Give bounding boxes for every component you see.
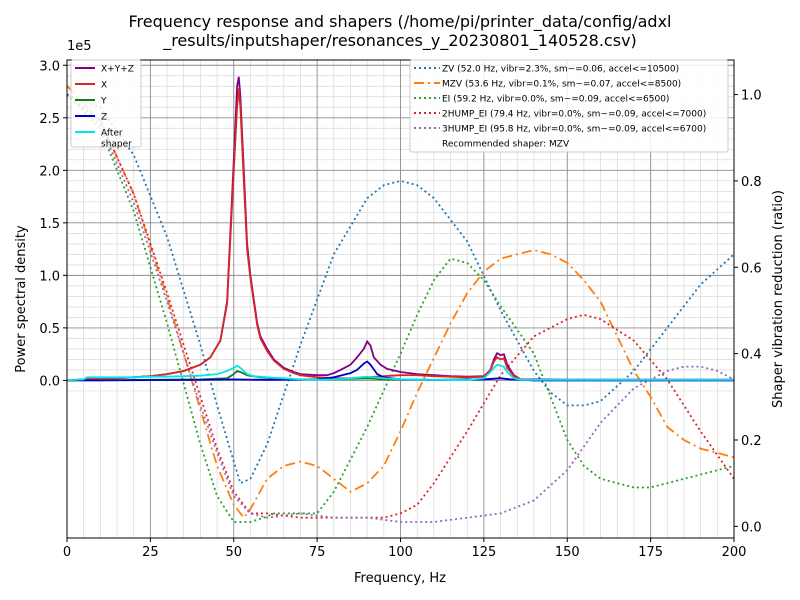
legend-right: ZV (52.0 Hz, vibr=2.3%, sm~=0.06, accel<… (409, 59, 729, 153)
x-axis-label: Frequency, Hz (354, 571, 446, 586)
x-tick-label: 200 (722, 545, 747, 560)
legend-right-box (409, 59, 729, 153)
axes-layer: 0 25 50 75 100 125 150 175 200 0.0 0.5 1.0 1.5 2.0 2.5… (39, 59, 761, 560)
y-left-tick-label: 2.0 (39, 164, 60, 179)
legend-right-label-2: EI (59.2 Hz, vibr=0.0%, sm~=0.09, accel<… (442, 95, 669, 105)
y-axis-label-left: Power spectral density (14, 225, 29, 373)
legend-left-box (70, 59, 142, 148)
y-left-tick-label: 1.5 (39, 217, 60, 232)
y-right-tick-label: 0.4 (741, 348, 762, 363)
x-tick-label: 100 (388, 545, 413, 560)
x-tick-label: 175 (638, 545, 663, 560)
legend-left-label-0: X+Y+Z (101, 65, 134, 75)
y-left-tick-label: 0.5 (39, 322, 60, 337)
x-tick-label: 125 (471, 545, 496, 560)
y-left-tick-label: 3.0 (39, 59, 60, 74)
x-tick-label: 150 (555, 545, 580, 560)
psd-line-3 (67, 360, 734, 382)
psd-line-4 (66, 363, 734, 382)
x-tick-label: 75 (309, 545, 326, 560)
y-left-tick-label: 1.0 (39, 269, 60, 284)
y-left-tick-label: 2.5 (39, 112, 60, 127)
shaper-line-3 (66, 93, 735, 519)
x-tick-label: 50 (225, 545, 242, 560)
chart-title-line2: _results/inputshaper/resonances_y_202308… (162, 31, 637, 51)
legend-left-label-4: After (101, 129, 123, 139)
legend-right-label-4: 3HUMP_EI (95.8 Hz, vibr=0.0%, sm~=0.09, … (442, 125, 706, 135)
legend-right-label-0: ZV (52.0 Hz, vibr=2.3%, sm~=0.06, accel<… (442, 65, 679, 75)
psd-curves (66, 76, 734, 382)
shaper-line-4 (66, 93, 735, 523)
legend-left-label-3: Z (101, 113, 107, 123)
x-tick-label: 25 (142, 545, 159, 560)
y-axis-label-right: Shaper vibration reduction (ratio) (771, 190, 786, 408)
legend-right-label-1: MZV (53.6 Hz, vibr=0.1%, sm~=0.07, accel… (442, 80, 681, 90)
legend-right-label-3: 2HUMP_EI (79.4 Hz, vibr=0.0%, sm~=0.09, … (442, 110, 706, 120)
x-tick-label: 0 (63, 545, 71, 560)
y-right-tick-label: 0.0 (741, 520, 762, 535)
legend-left-label-4: shaper (101, 140, 132, 150)
psd-line-1 (66, 88, 734, 382)
y-right-tick-label: 0.2 (741, 434, 762, 449)
left-scale-label: 1e5 (67, 39, 92, 54)
legend-left-label-2: Y (100, 97, 107, 107)
legend-left-label-1: X (101, 81, 107, 91)
plot-frame (66, 59, 735, 539)
y-left-tick-label: 0.0 (39, 374, 60, 389)
y-right-tick-label: 1.0 (741, 89, 762, 104)
recommended-shaper-text: Recommended shaper: MZV (442, 140, 570, 150)
chart-title-line1: Frequency response and shapers (/home/pi… (128, 12, 671, 32)
y-right-tick-label: 0.8 (741, 175, 762, 190)
y-right-tick-label: 0.6 (741, 261, 762, 276)
